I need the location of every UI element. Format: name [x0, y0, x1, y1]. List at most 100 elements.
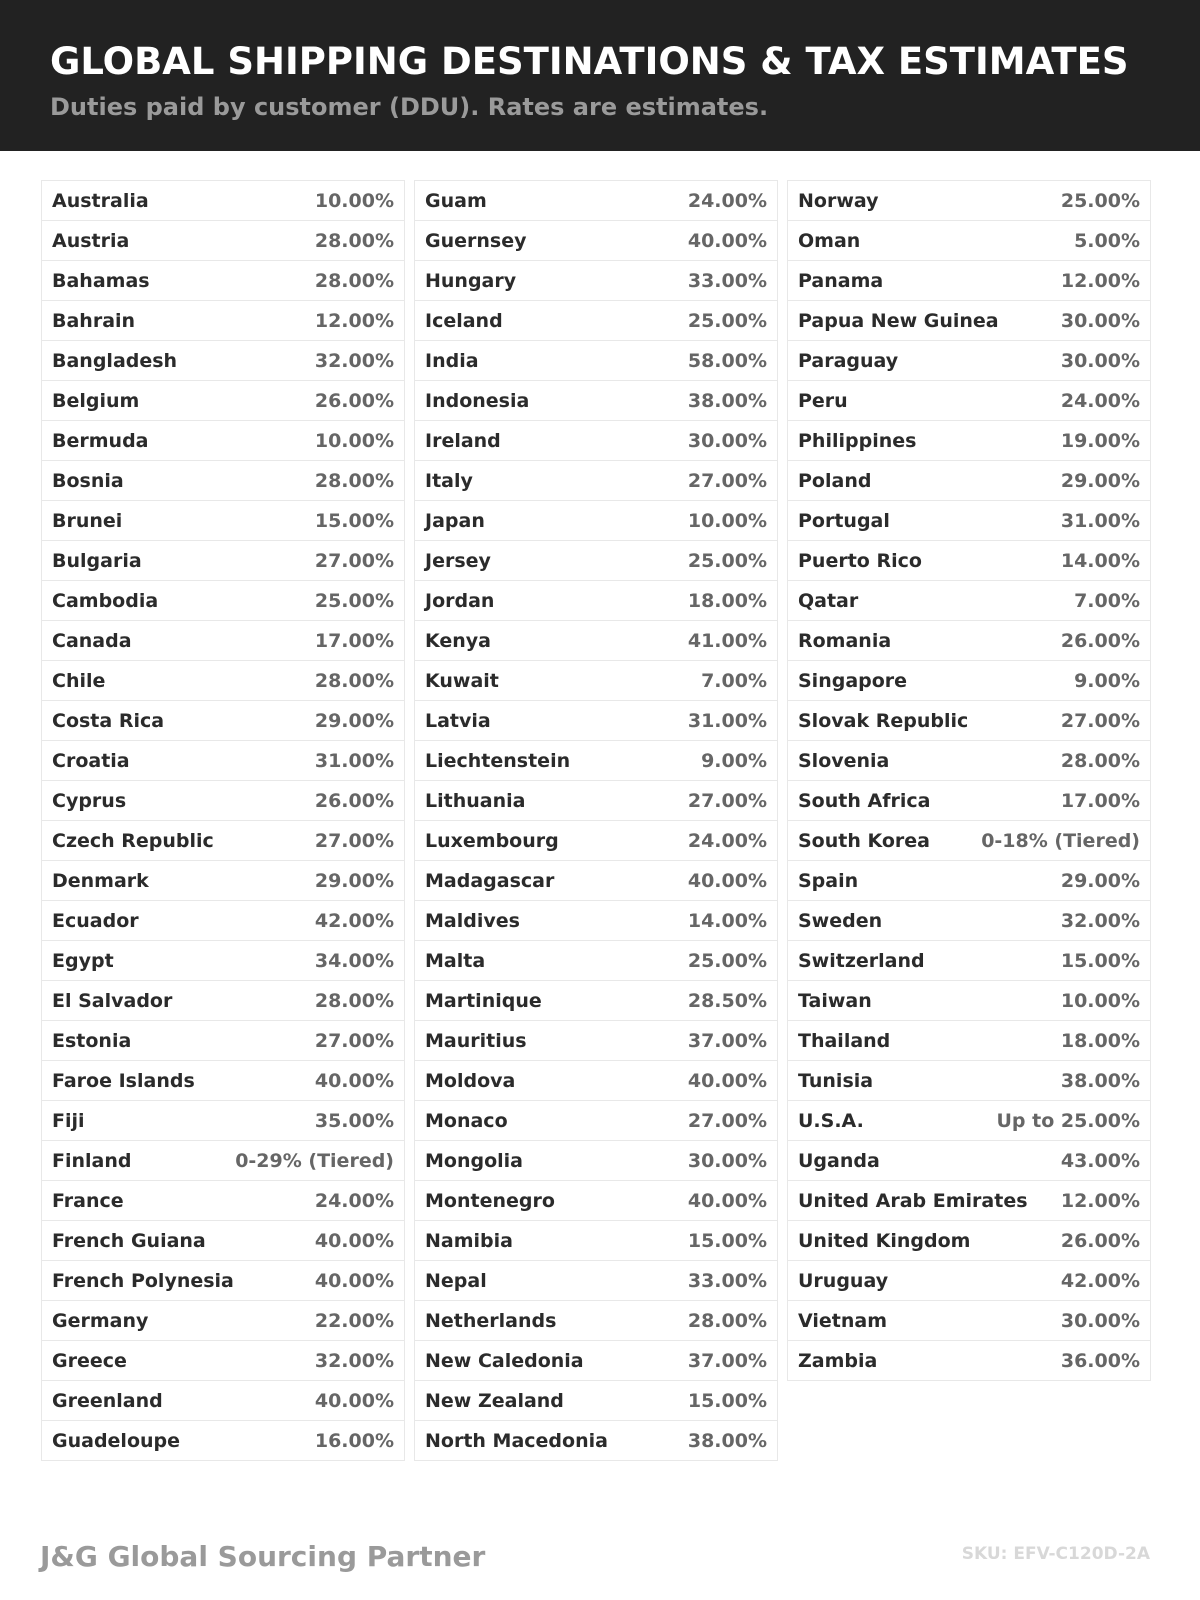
rates-table-column-3: Norway 25.00% Oman 5.00% Panama 12.00% Papua N… — [787, 180, 1151, 1381]
table-row: Bangladesh 32.00% — [42, 341, 404, 381]
table-row: Finland 0-29% (Tiered) — [42, 1141, 404, 1181]
table-row: Guadeloupe 16.00% — [42, 1421, 404, 1461]
country-name: Costa Rica — [52, 709, 165, 732]
tax-rate: 31.00% — [1060, 509, 1140, 532]
table-row: New Caledonia 37.00% — [415, 1341, 777, 1381]
table-row: Austria 28.00% — [42, 221, 404, 261]
tax-rate: 27.00% — [687, 789, 767, 812]
tax-rate: 12.00% — [314, 309, 394, 332]
country-name: Nepal — [425, 1269, 487, 1292]
country-name: Ecuador — [52, 909, 139, 932]
table-row: United Arab Emirates 12.00% — [788, 1181, 1150, 1221]
country-name: Hungary — [425, 269, 517, 292]
table-row: Malta 25.00% — [415, 941, 777, 981]
header-banner: GLOBAL SHIPPING DESTINATIONS & TAX ESTIM… — [0, 0, 1200, 151]
tax-rate: 15.00% — [1060, 949, 1140, 972]
country-name: French Polynesia — [52, 1269, 234, 1292]
table-row: Iceland 25.00% — [415, 301, 777, 341]
table-row: Poland 29.00% — [788, 461, 1150, 501]
tax-rate: 40.00% — [687, 229, 767, 252]
table-row: Slovenia 28.00% — [788, 741, 1150, 781]
table-row: Estonia 27.00% — [42, 1021, 404, 1061]
table-row: France 24.00% — [42, 1181, 404, 1221]
country-name: Greece — [52, 1349, 127, 1372]
country-name: Netherlands — [425, 1309, 557, 1332]
tax-rate: 27.00% — [1060, 709, 1140, 732]
country-name: Italy — [425, 469, 473, 492]
tax-rate: 42.00% — [1060, 1269, 1140, 1292]
tax-rate: 32.00% — [1060, 909, 1140, 932]
country-name: Bosnia — [52, 469, 124, 492]
country-name: Bahrain — [52, 309, 136, 332]
table-row: Mongolia 30.00% — [415, 1141, 777, 1181]
country-name: Norway — [798, 189, 879, 212]
tax-rate: 28.00% — [314, 989, 394, 1012]
table-row: Qatar 7.00% — [788, 581, 1150, 621]
tax-rate: 35.00% — [314, 1109, 394, 1132]
tax-rate: 22.00% — [314, 1309, 394, 1332]
tax-rate: 58.00% — [687, 349, 767, 372]
country-name: Chile — [52, 669, 106, 692]
country-name: Slovenia — [798, 749, 890, 772]
table-row: Papua New Guinea 30.00% — [788, 301, 1150, 341]
country-name: Guam — [425, 189, 487, 212]
table-row: Bulgaria 27.00% — [42, 541, 404, 581]
tax-rate: 18.00% — [1060, 1029, 1140, 1052]
tax-rate: 40.00% — [314, 1069, 394, 1092]
country-name: Canada — [52, 629, 132, 652]
table-row: Thailand 18.00% — [788, 1021, 1150, 1061]
country-name: Guadeloupe — [52, 1429, 181, 1452]
country-name: Japan — [425, 509, 485, 532]
country-name: Maldives — [425, 909, 520, 932]
country-name: Oman — [798, 229, 861, 252]
table-row: Greece 32.00% — [42, 1341, 404, 1381]
table-row: Philippines 19.00% — [788, 421, 1150, 461]
tax-rate: 29.00% — [314, 869, 394, 892]
tax-rate: 12.00% — [1060, 1189, 1140, 1212]
country-name: Philippines — [798, 429, 917, 452]
country-name: South Africa — [798, 789, 931, 812]
country-name: South Korea — [798, 829, 931, 852]
table-row: Japan 10.00% — [415, 501, 777, 541]
country-name: Sweden — [798, 909, 883, 932]
tax-rate: 26.00% — [314, 389, 394, 412]
tax-rate: 18.00% — [687, 589, 767, 612]
tax-rate: 25.00% — [1060, 189, 1140, 212]
country-name: Mongolia — [425, 1149, 523, 1172]
table-row: Sweden 32.00% — [788, 901, 1150, 941]
table-row: Bermuda 10.00% — [42, 421, 404, 461]
table-row: El Salvador 28.00% — [42, 981, 404, 1021]
country-name: India — [425, 349, 479, 372]
table-row: U.S.A. Up to 25.00% — [788, 1101, 1150, 1141]
country-name: Egypt — [52, 949, 114, 972]
table-row: Cambodia 25.00% — [42, 581, 404, 621]
table-row: Hungary 33.00% — [415, 261, 777, 301]
country-name: Spain — [798, 869, 859, 892]
tax-rate: 26.00% — [1060, 1229, 1140, 1252]
table-row: Brunei 15.00% — [42, 501, 404, 541]
table-row: Fiji 35.00% — [42, 1101, 404, 1141]
tax-rate: 30.00% — [1060, 349, 1140, 372]
country-name: Bangladesh — [52, 349, 178, 372]
country-name: Singapore — [798, 669, 908, 692]
tax-rate: 27.00% — [687, 1109, 767, 1132]
tax-rate: 9.00% — [701, 749, 767, 772]
table-row: Tunisia 38.00% — [788, 1061, 1150, 1101]
rates-table-column-1: Australia 10.00% Austria 28.00% Bahamas 28.00… — [41, 180, 405, 1461]
tax-rate: 24.00% — [314, 1189, 394, 1212]
tax-rate: 0-18% (Tiered) — [981, 829, 1140, 852]
tax-rate: 0-29% (Tiered) — [235, 1149, 394, 1172]
country-name: Estonia — [52, 1029, 132, 1052]
tax-rate: 27.00% — [687, 469, 767, 492]
tax-rate: 25.00% — [314, 589, 394, 612]
table-row: Puerto Rico 14.00% — [788, 541, 1150, 581]
country-name: Poland — [798, 469, 872, 492]
tax-rate: 40.00% — [687, 1069, 767, 1092]
country-name: Brunei — [52, 509, 123, 532]
country-name: Ireland — [425, 429, 501, 452]
tax-rate: 17.00% — [314, 629, 394, 652]
country-name: U.S.A. — [798, 1109, 864, 1132]
country-name: Austria — [52, 229, 130, 252]
tax-rate: 40.00% — [314, 1269, 394, 1292]
table-row: Bahamas 28.00% — [42, 261, 404, 301]
